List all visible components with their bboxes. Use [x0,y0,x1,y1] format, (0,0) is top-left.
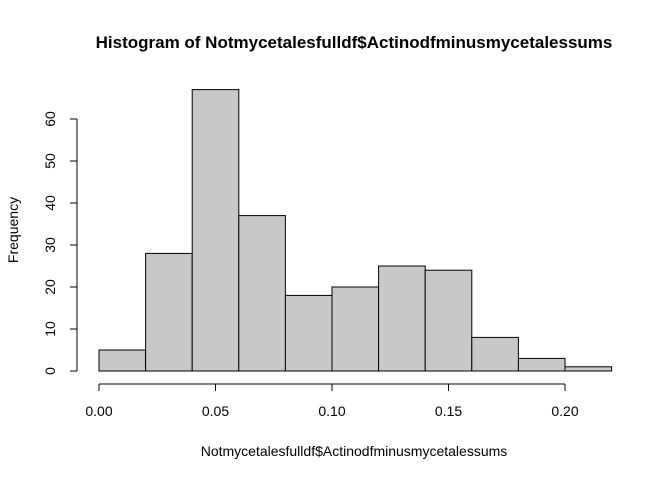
histogram-bar-3 [238,215,286,372]
histogram-bar-2 [191,89,240,372]
x-tick-label: 0.20 [551,403,578,419]
x-tick-label: 0.00 [85,403,112,419]
histogram-bar-10 [564,366,613,372]
histogram-bar-4 [284,294,333,372]
histogram-bar-8 [471,336,519,372]
histogram-bar-1 [145,252,193,372]
y-tick-label: 20 [42,279,58,295]
x-axis: 0.00 0.05 0.10 0.15 0.20 [85,383,579,419]
y-tick-label: 10 [42,321,58,337]
y-tick-label: 30 [42,237,58,253]
y-axis: 0 10 20 30 40 50 60 [42,111,78,375]
histogram-bar-7 [424,269,473,372]
bars-group [98,89,613,372]
histogram-bar-5 [331,286,380,372]
histogram-bar-0 [98,349,147,372]
x-axis-title: Notmycetalesfulldf$Actinodfminusmycetale… [201,443,508,459]
y-tick-label: 50 [42,153,58,169]
histogram-bar-9 [517,357,566,372]
histogram-bar-6 [378,265,426,372]
y-tick-label: 0 [42,367,58,375]
x-tick-label: 0.05 [202,403,229,419]
chart-title: Histogram of Notmycetalesfulldf$Actinodf… [96,33,613,52]
x-tick-label: 0.10 [318,403,345,419]
x-tick-label: 0.15 [435,403,462,419]
y-tick-label: 60 [42,111,58,127]
y-axis-title: Frequency [5,197,21,263]
y-tick-label: 40 [42,195,58,211]
